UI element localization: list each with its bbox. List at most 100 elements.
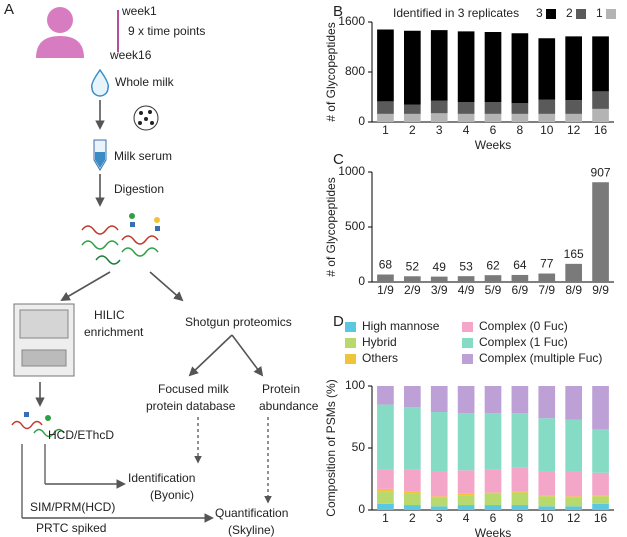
data-label: 68 — [379, 258, 393, 272]
bar — [538, 273, 556, 282]
bar — [377, 274, 394, 282]
arrow — [149, 271, 184, 302]
label: SIM/PRM(HCD) — [30, 500, 115, 514]
legend-swatch — [345, 354, 356, 364]
bar-segment — [457, 413, 475, 471]
robot-icon — [13, 303, 75, 377]
legend-label: Complex (multiple Fuc) — [479, 351, 602, 365]
legend-label: High mannose — [362, 319, 440, 333]
bar-segment — [430, 496, 448, 498]
data-label: 165 — [564, 247, 584, 261]
y-tick-label: 0 — [358, 502, 365, 516]
legend-label: Complex (0 Fuc) — [479, 319, 568, 333]
x-tick-label: 3/9 — [431, 283, 448, 297]
bar-segment — [484, 505, 502, 510]
bar-segment — [592, 429, 609, 473]
legend-label: Complex (1 Fuc) — [479, 335, 568, 349]
bar-segment — [565, 100, 583, 114]
bar-segment — [565, 386, 583, 420]
bar-segment — [377, 404, 394, 470]
x-tick-label: 6 — [490, 123, 497, 137]
bar-segment — [403, 469, 421, 492]
bar-segment — [484, 386, 502, 414]
x-tick-label: 3 — [436, 511, 443, 525]
bar-segment — [377, 113, 394, 122]
bar-segment — [511, 386, 529, 414]
x-tick-label: 6 — [490, 511, 497, 525]
x-tick-label: 2/9 — [404, 283, 421, 297]
y-axis-label: # of Glycopeptides — [324, 22, 338, 121]
label: Digestion — [114, 182, 164, 196]
bar-segment — [565, 36, 583, 101]
data-label: 52 — [406, 259, 420, 273]
bar-segment — [511, 413, 529, 468]
bar-segment — [377, 469, 394, 489]
bar-segment — [457, 495, 475, 506]
y-tick-label: 100 — [345, 378, 365, 392]
bar — [457, 276, 475, 282]
y-tick-label: 500 — [345, 219, 365, 233]
bar-segment — [403, 386, 421, 408]
bar-segment — [430, 100, 448, 114]
bar-segment — [377, 491, 394, 504]
bar — [403, 276, 421, 282]
data-label: 77 — [540, 257, 554, 271]
bar-segment — [430, 113, 448, 122]
label: HILIC — [94, 308, 125, 322]
label: Milk serum — [114, 149, 172, 163]
legend-swatch — [462, 338, 473, 348]
arrow — [188, 334, 233, 377]
x-tick-label: 1 — [382, 123, 389, 137]
bar-segment — [484, 32, 502, 102]
x-tick-label: 12 — [567, 511, 581, 525]
bar-segment — [403, 491, 421, 494]
label: 9 x time points — [128, 24, 205, 38]
bar-segment — [430, 412, 448, 472]
x-tick-label: 8 — [517, 123, 524, 137]
bar-segment — [565, 419, 583, 472]
droplet-icon — [90, 68, 110, 97]
label: week16 — [109, 48, 152, 62]
legend-label: Hybrid — [362, 335, 397, 349]
bar-segment — [377, 386, 394, 405]
x-tick-label: 1/9 — [377, 283, 394, 297]
data-label: 64 — [513, 258, 527, 272]
bar-segment — [565, 496, 583, 498]
bar-segment — [592, 108, 609, 122]
x-tick-label: 2 — [409, 511, 416, 525]
bar-segment — [592, 472, 609, 496]
arrow — [60, 271, 111, 301]
x-tick-label: 10 — [540, 511, 554, 525]
peptides-icon — [81, 213, 160, 265]
person-head — [47, 7, 73, 33]
label: abundance — [259, 399, 319, 413]
data-label: 53 — [459, 259, 473, 273]
person-body — [36, 36, 84, 58]
bar-segment — [538, 386, 556, 419]
bar-segment — [457, 493, 475, 496]
bar-segment — [403, 113, 421, 122]
y-tick-label: 1000 — [338, 164, 365, 178]
label: enrichment — [84, 325, 144, 339]
data-label: 907 — [591, 165, 611, 179]
bar-segment — [484, 413, 502, 470]
data-label: 62 — [486, 258, 500, 272]
x-tick-label: 12 — [567, 123, 581, 137]
bar-segment — [457, 386, 475, 414]
bar-segment — [484, 113, 502, 122]
x-tick-label: 9/9 — [592, 283, 609, 297]
legend-swatch — [345, 322, 356, 332]
bar-segment — [377, 29, 394, 102]
label: Whole milk — [115, 75, 175, 89]
panel-label: C — [333, 151, 344, 168]
label: week1 — [121, 4, 157, 18]
y-axis-label: Composition of PSMs (%) — [324, 379, 338, 516]
x-tick-label: 4/9 — [458, 283, 475, 297]
bar — [511, 274, 529, 282]
x-tick-label: 3 — [436, 123, 443, 137]
bar-segment — [511, 113, 529, 122]
label: (Skyline) — [228, 523, 275, 537]
bar-segment — [457, 470, 475, 494]
bar-segment — [403, 30, 421, 105]
